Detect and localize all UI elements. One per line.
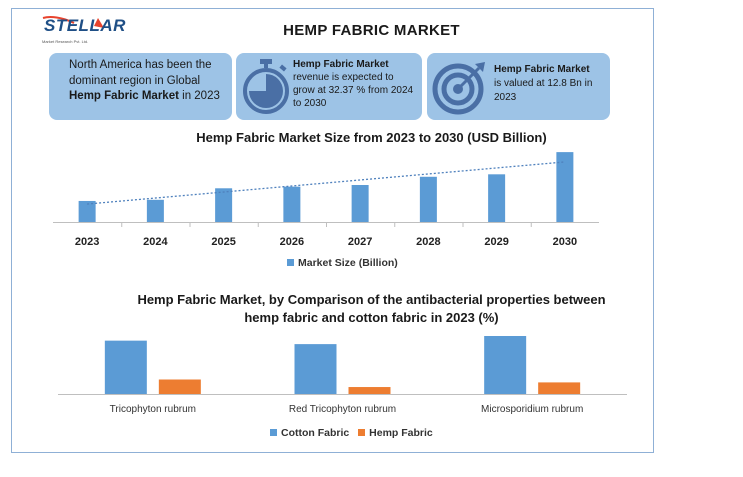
bar-2023 — [78, 200, 96, 222]
x-tick-label-2026: 2026 — [280, 236, 304, 248]
legend-swatch-cotton — [270, 429, 277, 436]
logo-subtitle: Market Research Pvt. Ltd. — [42, 39, 89, 44]
card-text-bold: Hemp Fabric Market — [69, 90, 179, 102]
target-icon — [432, 62, 485, 115]
bar-2025 — [215, 188, 233, 222]
x-tick-label-2023: 2023 — [75, 236, 99, 248]
bar-2028 — [419, 176, 437, 222]
bar-hemp-fabric-1 — [348, 387, 391, 394]
card-text-part: revenue is expected to grow at 32.37 % f… — [293, 72, 414, 109]
x-tick-label-2030: 2030 — [553, 236, 577, 248]
card-text-bold: Hemp Fabric Market — [293, 59, 389, 70]
info-card-region: North America has been the dominant regi… — [49, 53, 232, 120]
x-tick-label-2029: 2029 — [484, 236, 508, 248]
antibacterial-legend: Cotton Fabric Hemp Fabric — [270, 427, 433, 439]
legend-label-cotton: Cotton Fabric — [281, 427, 350, 439]
info-card-growth: Hemp Fabric Market revenue is expected t… — [236, 53, 422, 120]
bar-2030 — [556, 152, 574, 222]
x-tick-label-2025: 2025 — [211, 236, 235, 248]
legend-label-market-size: Market Size (Billion) — [298, 257, 398, 269]
logo-name: STELLAR — [44, 16, 126, 35]
stellar-logo-icon — [42, 16, 104, 28]
card-text-part: North America has been the dominant regi… — [69, 59, 212, 87]
card-text-part: in 2023 — [178, 90, 220, 102]
bar-2024 — [146, 199, 164, 222]
bar-cotton-fabric-2 — [484, 336, 527, 394]
legend-swatch-hemp — [358, 429, 366, 436]
card-text-bold: Hemp Fabric Market — [494, 64, 590, 75]
antibacterial-chart-title-text: Hemp Fabric Market, by Comparison of the… — [137, 292, 606, 325]
bar-hemp-fabric-0 — [158, 379, 201, 394]
info-card-value-text: Hemp Fabric Market is valued at 12.8 Bn … — [494, 63, 606, 105]
bar-2026 — [283, 186, 301, 222]
bar-hemp-fabric-2 — [538, 382, 581, 394]
bar-cotton-fabric-0 — [104, 340, 147, 394]
stopwatch-icon — [243, 59, 289, 114]
x-tick-label-2: Microsporidium rubrum — [481, 404, 583, 415]
x-tick-label-1: Red Tricophyton rubrum — [289, 404, 396, 415]
market-size-chart-title: Hemp Fabric Market Size from 2023 to 203… — [196, 130, 547, 145]
info-card-region-text: North America has been the dominant regi… — [69, 58, 229, 105]
bar-cotton-fabric-1 — [294, 344, 337, 394]
legend-swatch-market-size — [287, 259, 294, 266]
x-tick-label-2028: 2028 — [416, 236, 440, 248]
legend-label-hemp: Hemp Fabric — [369, 427, 433, 439]
card-text-part: is valued at 12.8 Bn in 2023 — [494, 78, 593, 103]
x-tick-label-0: Tricophyton rubrum — [110, 404, 196, 415]
x-tick-label-2027: 2027 — [348, 236, 372, 248]
bar-2027 — [351, 185, 369, 222]
bar-2029 — [488, 174, 506, 222]
x-tick-label-2024: 2024 — [143, 236, 168, 248]
market-size-legend: Market Size (Billion) — [287, 257, 398, 269]
info-card-value: Hemp Fabric Market is valued at 12.8 Bn … — [427, 53, 610, 120]
antibacterial-chart-title: Hemp Fabric Market, by Comparison of the… — [0, 291, 743, 327]
info-card-growth-text: Hemp Fabric Market revenue is expected t… — [293, 58, 418, 110]
page-title: HEMP FABRIC MARKET — [283, 22, 460, 39]
